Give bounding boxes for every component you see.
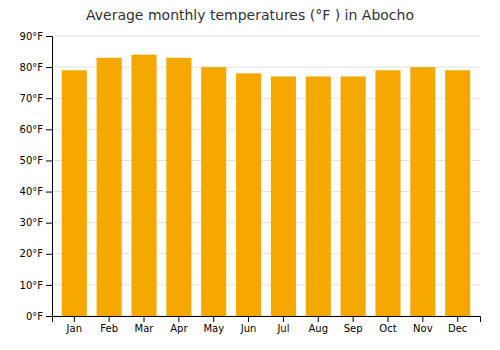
tick: May	[203, 316, 224, 334]
bar	[375, 70, 400, 316]
tick-mark	[109, 316, 110, 322]
bar	[445, 70, 470, 316]
bar	[341, 76, 366, 316]
tick-mark	[283, 316, 284, 322]
tick-mark	[46, 254, 52, 255]
tick-mark	[46, 67, 52, 68]
tick-label: 80°F	[20, 62, 44, 73]
bar	[236, 73, 261, 316]
tick-label: Apr	[170, 323, 188, 334]
tick: Sep	[344, 316, 363, 334]
tick: Feb	[100, 316, 118, 334]
tick-label: 20°F	[20, 248, 44, 259]
tick-mark	[46, 223, 52, 224]
x-axis: Jan Feb Mar Apr May Jun Jul Aug Sep Oct Nov Dec	[53, 316, 481, 334]
tick-mark	[46, 192, 52, 193]
tick-mark	[46, 98, 52, 99]
tick-label: Mar	[135, 323, 155, 334]
tick-label: 70°F	[20, 93, 44, 104]
chart: Average monthly temperatures (°F ) in Ab…	[0, 0, 500, 350]
tick: Oct	[379, 316, 396, 334]
tick-label: Dec	[448, 323, 467, 334]
tick: Jul	[276, 316, 289, 334]
tick: Apr	[170, 316, 188, 334]
tick-mark	[46, 129, 52, 130]
bar	[271, 76, 296, 316]
tick-label: 30°F	[20, 217, 44, 228]
tick-label: Sep	[344, 323, 363, 334]
tick-mark	[46, 316, 52, 317]
tick: 60°F	[20, 124, 52, 135]
tick-label: Jun	[240, 323, 257, 334]
tick-label: May	[203, 323, 224, 334]
tick: 30°F	[20, 217, 52, 228]
bar	[306, 76, 331, 316]
y-axis: 0°F 10°F 20°F 30°F 40°F 50°F 60°F 70°F 80°F 90°F	[20, 31, 53, 322]
bars	[62, 55, 470, 316]
tick-mark	[213, 316, 214, 322]
bar	[201, 67, 226, 316]
tick-mark	[74, 316, 75, 322]
title: Average monthly temperatures (°F ) in Ab…	[86, 7, 414, 23]
grid-line	[52, 36, 480, 37]
tick: 40°F	[20, 186, 52, 197]
tick: 20°F	[20, 248, 52, 259]
tick: Nov	[413, 316, 433, 334]
tick-label: 10°F	[20, 280, 44, 291]
tick: Aug	[309, 316, 329, 334]
axis-line	[53, 317, 481, 323]
tick-mark	[318, 316, 319, 322]
bar	[410, 67, 435, 316]
tick: 80°F	[20, 62, 52, 73]
tick-mark	[144, 316, 145, 322]
tick-label: Feb	[100, 323, 118, 334]
tick-label: 60°F	[20, 124, 44, 135]
axis-line	[46, 37, 53, 317]
tick-mark	[353, 316, 354, 322]
tick-mark	[46, 36, 52, 37]
tick-mark	[46, 160, 52, 161]
tick-mark	[387, 316, 388, 322]
tick-label: 40°F	[20, 186, 44, 197]
tick-label: Aug	[309, 323, 329, 334]
tick-mark	[457, 316, 458, 322]
tick: 0°F	[26, 311, 52, 322]
bar	[166, 58, 191, 316]
tick: Jan	[66, 316, 82, 334]
tick-mark	[422, 316, 423, 322]
tick: Mar	[135, 316, 155, 334]
tick: 70°F	[20, 93, 52, 104]
grid	[52, 36, 480, 316]
tick-mark	[178, 316, 179, 322]
tick: 90°F	[20, 31, 52, 42]
tick: 10°F	[20, 280, 52, 291]
tick-mark	[46, 285, 52, 286]
tick-label: 50°F	[20, 155, 44, 166]
tick-mark	[248, 316, 249, 322]
tick-label: 0°F	[26, 311, 43, 322]
tick: Dec	[448, 316, 467, 334]
plot: 0°F 10°F 20°F 30°F 40°F 50°F 60°F 70°F 80°F 90°F J…	[20, 31, 481, 334]
tick: Jun	[240, 316, 257, 334]
tick: 50°F	[20, 155, 52, 166]
bar	[131, 55, 156, 316]
tick-label: Jan	[66, 323, 82, 334]
bar	[62, 70, 87, 316]
tick-label: Jul	[276, 323, 289, 334]
tick-label: 90°F	[20, 31, 44, 42]
bar	[97, 58, 122, 316]
tick-label: Oct	[379, 323, 396, 334]
tick-label: Nov	[413, 323, 433, 334]
